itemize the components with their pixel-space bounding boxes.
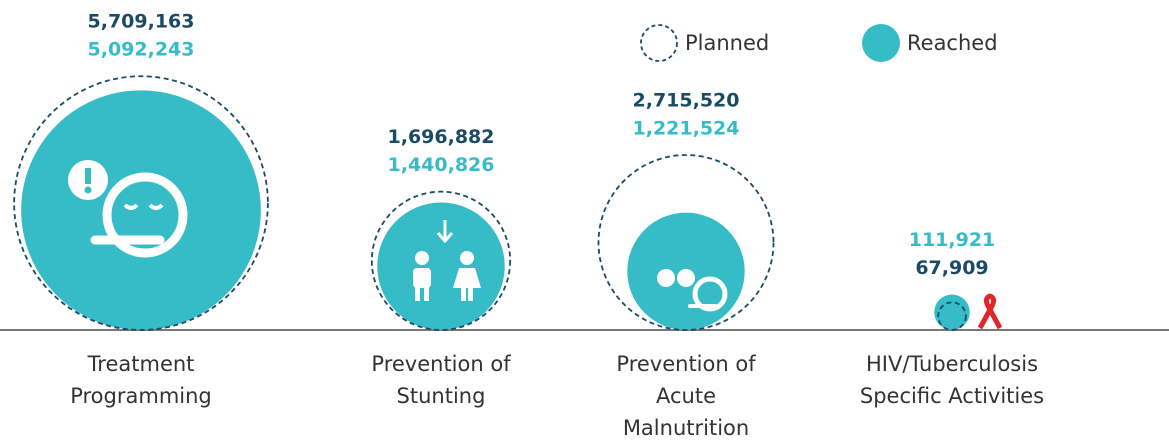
- legend-swatch-planned: [640, 24, 678, 62]
- planned-bubble: [13, 75, 269, 331]
- bubbles: [13, 75, 970, 331]
- child-leg: [461, 286, 466, 301]
- category-label: Treatment Programming: [70, 352, 212, 408]
- planned-bubble: [597, 154, 775, 331]
- value-label: 111,921: [909, 229, 996, 251]
- reached-bubble: [377, 202, 505, 330]
- ribbon: [977, 293, 1003, 330]
- alert-icon: [677, 269, 695, 287]
- legend-swatch-reached: [862, 24, 900, 62]
- value-label: 1,696,882: [388, 126, 495, 148]
- value-label: 67,909: [915, 257, 988, 279]
- arrow: [436, 220, 454, 244]
- value-label: 5,709,163: [88, 11, 195, 33]
- legend: Planned Reached: [640, 24, 998, 62]
- child-body: [413, 268, 431, 288]
- baby-face: [102, 172, 188, 258]
- category-label: Prevention of Stunting: [371, 352, 511, 408]
- reached-bubble: [934, 294, 970, 330]
- child-head: [460, 251, 474, 265]
- planned-bubble: [370, 190, 512, 331]
- child-leg: [468, 286, 473, 301]
- child-head: [415, 251, 429, 265]
- value-label: 1,440,826: [388, 154, 495, 176]
- child-leg: [424, 285, 429, 301]
- alert-icon: [657, 269, 675, 287]
- baby-eyes: [123, 203, 164, 210]
- category-label: HIV/Tuberculosis Specific Activities: [859, 352, 1045, 408]
- planned-bubble: [937, 301, 967, 331]
- baby-face: [692, 276, 728, 312]
- legend-label: Reached: [907, 31, 998, 55]
- alert-dot: [84, 186, 92, 194]
- value-label: 2,715,520: [633, 89, 740, 111]
- legend-label: Planned: [685, 31, 769, 55]
- child-dress: [453, 268, 481, 288]
- category-label: Prevention of Acute Malnutrition: [616, 352, 756, 440]
- reached-bubble: [21, 90, 261, 330]
- icons: [68, 160, 1003, 330]
- alert-mark: [85, 168, 91, 184]
- child-leg: [415, 285, 420, 301]
- value-label: 5,092,243: [88, 39, 195, 61]
- value-label: 1,221,524: [633, 117, 740, 139]
